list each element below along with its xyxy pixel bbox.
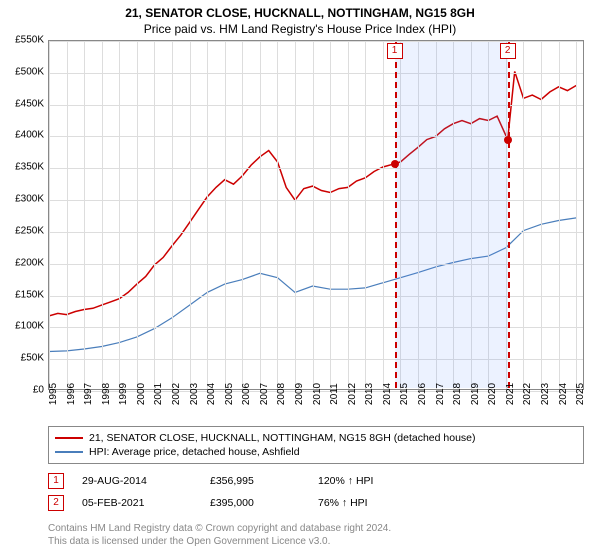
- y-axis-label: £100K: [2, 321, 44, 332]
- x-axis-label: 1996: [66, 383, 77, 405]
- grid-line-v: [67, 41, 68, 389]
- marker-line-2: [508, 42, 510, 388]
- grid-line-v: [383, 41, 384, 389]
- y-axis-label: £0: [2, 385, 44, 396]
- legend-item: 21, SENATOR CLOSE, HUCKNALL, NOTTINGHAM,…: [55, 431, 577, 445]
- sales-marker: 1: [48, 473, 64, 489]
- y-axis-label: £300K: [2, 194, 44, 205]
- footer-line-1: Contains HM Land Registry data © Crown c…: [48, 522, 584, 535]
- grid-line-v: [330, 41, 331, 389]
- footer-text: Contains HM Land Registry data © Crown c…: [48, 522, 584, 548]
- sales-date: 29-AUG-2014: [82, 475, 192, 487]
- x-axis-label: 2002: [171, 383, 182, 405]
- x-axis-label: 2017: [435, 383, 446, 405]
- grid-line-v: [559, 41, 560, 389]
- x-axis-label: 1995: [48, 383, 59, 405]
- footer-line-2: This data is licensed under the Open Gov…: [48, 535, 584, 548]
- page-subtitle: Price paid vs. HM Land Registry's House …: [0, 20, 600, 40]
- y-axis-label: £550K: [2, 35, 44, 46]
- grid-line-v: [172, 41, 173, 389]
- x-axis-label: 2009: [294, 383, 305, 405]
- y-axis-label: £250K: [2, 225, 44, 236]
- grid-line-v: [119, 41, 120, 389]
- x-axis-label: 2001: [153, 383, 164, 405]
- grid-line-v: [260, 41, 261, 389]
- x-axis-label: 2014: [382, 383, 393, 405]
- grid-line-v: [348, 41, 349, 389]
- grid-line-v: [49, 41, 50, 389]
- x-axis-label: 2011: [329, 383, 340, 405]
- sales-price: £356,995: [210, 475, 300, 487]
- chart-area: 12 £0£50K£100K£150K£200K£250K£300K£350K£…: [48, 40, 584, 420]
- sales-row: 2 05-FEB-2021 £395,000 76% ↑ HPI: [48, 492, 584, 514]
- grid-line-v: [84, 41, 85, 389]
- grid-line-v: [277, 41, 278, 389]
- grid-line-v: [576, 41, 577, 389]
- x-axis-label: 2003: [189, 383, 200, 405]
- x-axis-label: 2010: [312, 383, 323, 405]
- sales-date: 05-FEB-2021: [82, 497, 192, 509]
- marker-dot-1: [391, 160, 399, 168]
- grid-line-v: [523, 41, 524, 389]
- legend-swatch: [55, 451, 83, 453]
- y-axis-label: £400K: [2, 130, 44, 141]
- legend-box: 21, SENATOR CLOSE, HUCKNALL, NOTTINGHAM,…: [48, 426, 584, 464]
- x-axis-label: 2000: [136, 383, 147, 405]
- x-axis-label: 2020: [487, 383, 498, 405]
- x-axis-label: 1997: [83, 383, 94, 405]
- x-axis-label: 2022: [522, 383, 533, 405]
- grid-line-v: [137, 41, 138, 389]
- sales-delta: 76% ↑ HPI: [318, 497, 368, 509]
- sales-marker: 2: [48, 495, 64, 511]
- grid-line-v: [313, 41, 314, 389]
- y-axis-label: £500K: [2, 66, 44, 77]
- legend-label: HPI: Average price, detached house, Ashf…: [89, 446, 300, 458]
- y-axis-label: £50K: [2, 353, 44, 364]
- y-axis-label: £150K: [2, 289, 44, 300]
- marker-dot-2: [504, 136, 512, 144]
- sales-price: £395,000: [210, 497, 300, 509]
- x-axis-label: 2005: [224, 383, 235, 405]
- y-axis-label: £350K: [2, 162, 44, 173]
- legend-item: HPI: Average price, detached house, Ashf…: [55, 445, 577, 459]
- y-axis-label: £450K: [2, 98, 44, 109]
- grid-line-v: [102, 41, 103, 389]
- x-axis-label: 2023: [540, 383, 551, 405]
- x-axis-label: 2025: [575, 383, 586, 405]
- x-axis-label: 2013: [364, 383, 375, 405]
- x-axis-label: 2024: [558, 383, 569, 405]
- marker-label-1: 1: [387, 43, 403, 59]
- x-axis-label: 2004: [206, 383, 217, 405]
- sales-table: 1 29-AUG-2014 £356,995 120% ↑ HPI 2 05-FEB-20…: [48, 470, 584, 514]
- grid-line-v: [295, 41, 296, 389]
- legend-label: 21, SENATOR CLOSE, HUCKNALL, NOTTINGHAM,…: [89, 432, 476, 444]
- x-axis-label: 2008: [276, 383, 287, 405]
- grid-line-v: [541, 41, 542, 389]
- y-axis-label: £200K: [2, 257, 44, 268]
- grid-line-v: [154, 41, 155, 389]
- grid-line-v: [190, 41, 191, 389]
- x-axis-label: 2016: [417, 383, 428, 405]
- x-axis-label: 1999: [118, 383, 129, 405]
- grid-line-v: [207, 41, 208, 389]
- x-axis-label: 2007: [259, 383, 270, 405]
- shaded-band: [395, 42, 508, 388]
- grid-line-v: [365, 41, 366, 389]
- grid-line-v: [242, 41, 243, 389]
- marker-line-1: [395, 42, 397, 388]
- x-axis-label: 2015: [399, 383, 410, 405]
- page-title: 21, SENATOR CLOSE, HUCKNALL, NOTTINGHAM,…: [0, 0, 600, 20]
- sales-delta: 120% ↑ HPI: [318, 475, 373, 487]
- plot-box: 12: [48, 40, 584, 390]
- x-axis-label: 2021: [505, 383, 516, 405]
- marker-label-2: 2: [500, 43, 516, 59]
- x-axis-label: 2012: [347, 383, 358, 405]
- x-axis-label: 1998: [101, 383, 112, 405]
- grid-line-v: [225, 41, 226, 389]
- x-axis-label: 2018: [452, 383, 463, 405]
- sales-row: 1 29-AUG-2014 £356,995 120% ↑ HPI: [48, 470, 584, 492]
- legend-swatch: [55, 437, 83, 439]
- x-axis-label: 2019: [470, 383, 481, 405]
- x-axis-label: 2006: [241, 383, 252, 405]
